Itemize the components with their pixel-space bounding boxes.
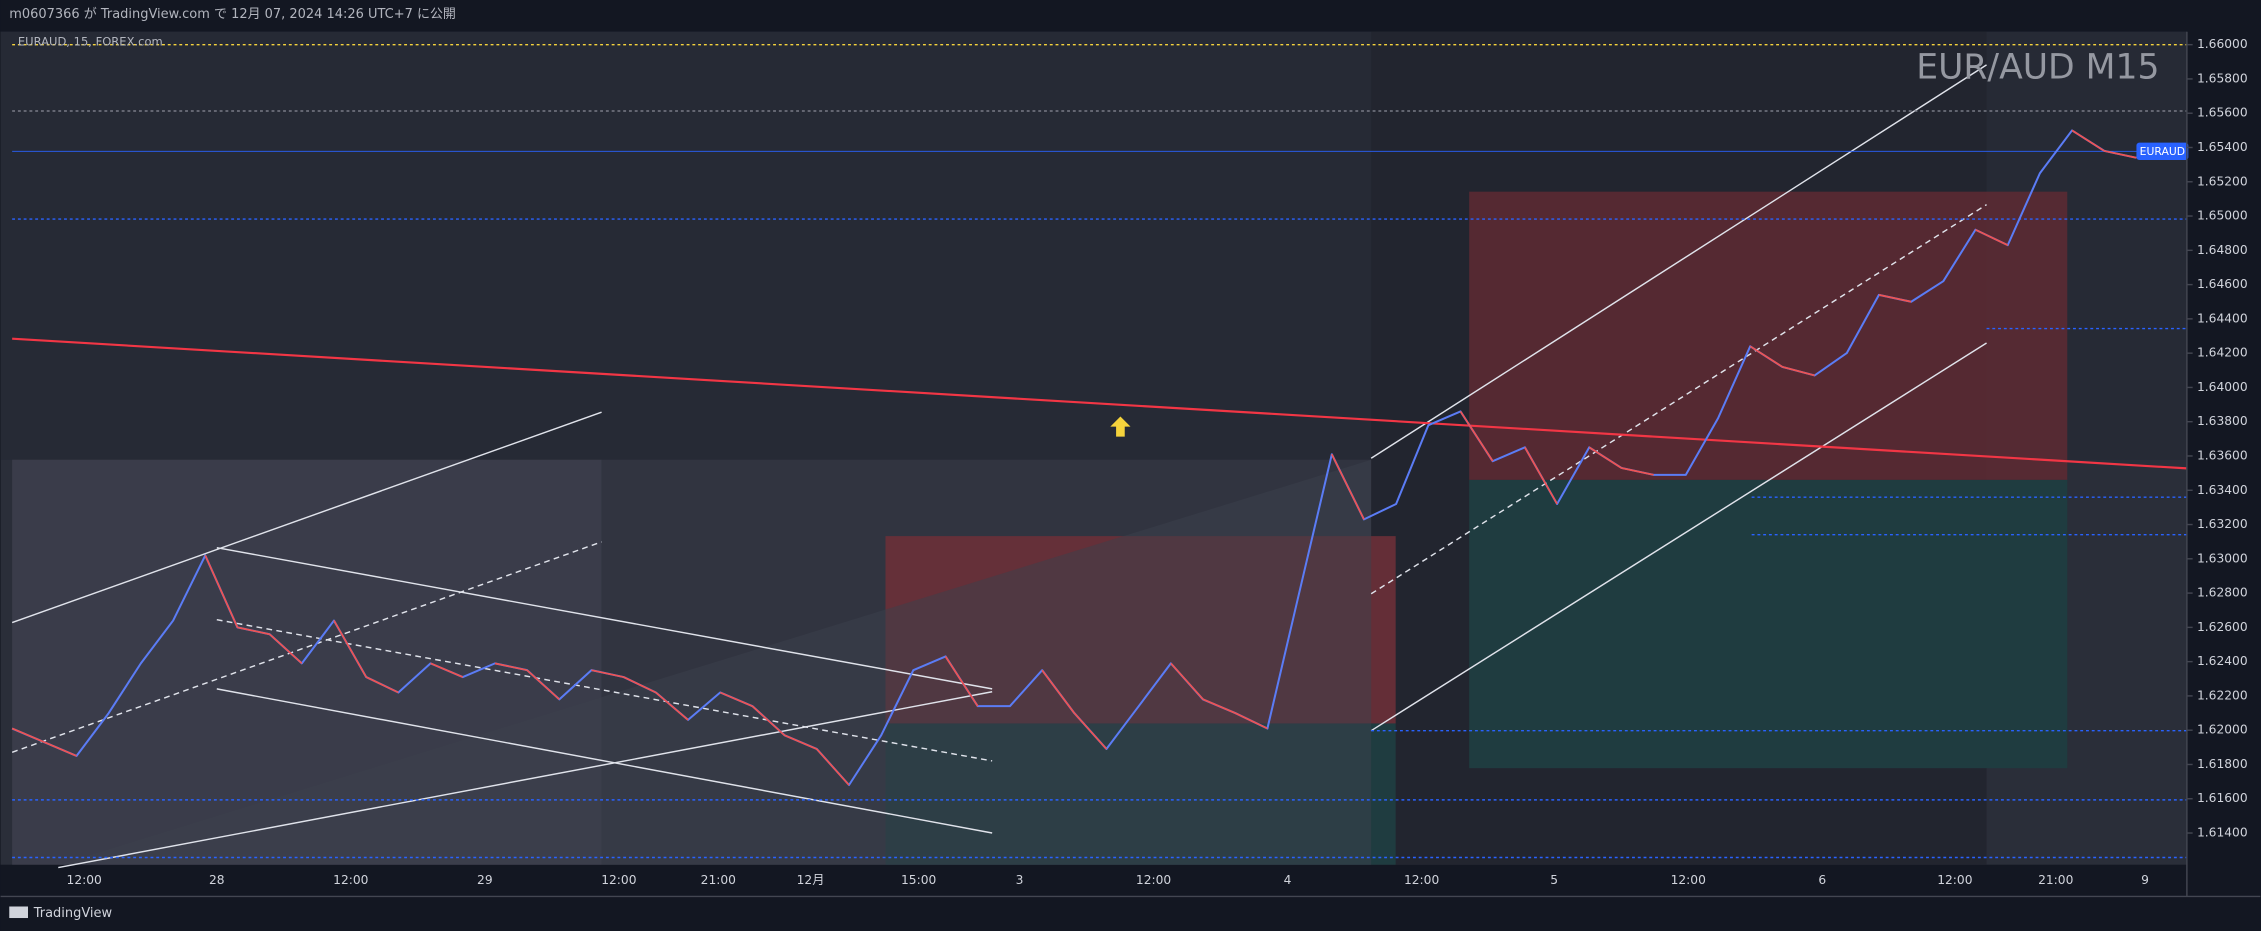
x-tick-label: 12:00 xyxy=(1671,873,1706,887)
candle-down xyxy=(1234,712,1268,730)
x-tick-label: 4 xyxy=(1284,873,1292,887)
x-tick-label: 12:00 xyxy=(1136,873,1171,887)
x-tick-label: 6 xyxy=(1818,873,1826,887)
y-tick-label: 1.61600 xyxy=(2197,791,2248,805)
trend-line xyxy=(12,337,2187,470)
y-tick-label: 1.63400 xyxy=(2197,483,2248,497)
y-tick-label: 1.62200 xyxy=(2197,688,2248,702)
candle-down xyxy=(269,633,303,664)
candle-down xyxy=(526,669,560,700)
y-tick-label: 1.63200 xyxy=(2197,517,2248,531)
candle-down xyxy=(11,727,45,743)
candle-down xyxy=(430,662,464,678)
x-tick-label: 9 xyxy=(2141,873,2149,887)
arrow xyxy=(1110,416,1131,437)
candle-down xyxy=(333,620,367,678)
x-tick-label: 12:00 xyxy=(1404,873,1439,887)
y-tick-label: 1.64600 xyxy=(2197,277,2248,291)
candle-down xyxy=(816,748,850,786)
y-tick-label: 1.64400 xyxy=(2197,311,2248,325)
y-tick-label: 1.65200 xyxy=(2197,174,2248,188)
y-tick-label: 1.65400 xyxy=(2197,140,2248,154)
target-zone xyxy=(1469,479,2068,769)
candle-down xyxy=(1202,698,1236,714)
footer-brand: TradingView xyxy=(33,906,113,921)
candle-down xyxy=(1524,446,1558,505)
x-tick-label: 12:00 xyxy=(601,873,636,887)
y-tick-label: 1.63800 xyxy=(2197,414,2248,428)
x-tick-label: 28 xyxy=(209,873,225,887)
candle-down xyxy=(2071,129,2105,152)
y-tick-label: 1.64200 xyxy=(2197,346,2248,360)
x-tick-label: 15:00 xyxy=(901,873,936,887)
y-tick-label: 1.62600 xyxy=(2197,620,2248,634)
x-tick-label: 21:00 xyxy=(2038,873,2073,887)
y-tick-label: 1.62400 xyxy=(2197,654,2248,668)
candle-down xyxy=(2104,150,2137,159)
candle-down xyxy=(1331,453,1365,520)
candle-down xyxy=(944,656,979,707)
candle-down xyxy=(1170,662,1204,700)
candle-down xyxy=(1782,366,1815,377)
x-tick-label: 12:00 xyxy=(1937,873,1972,887)
y-tick-label: 1.61400 xyxy=(2197,826,2248,840)
x-tick-label: 5 xyxy=(1550,873,1558,887)
candle-down xyxy=(1975,228,2009,246)
candle-down xyxy=(365,676,399,694)
watermark: EUR/AUD M15 xyxy=(1916,48,2159,88)
candle-down xyxy=(43,741,77,757)
x-tick-label: 12:00 xyxy=(67,873,102,887)
candle-down xyxy=(623,676,657,694)
y-tick-label: 1.62800 xyxy=(2197,586,2248,600)
y-tick-label: 1.65000 xyxy=(2197,209,2248,223)
candle-down xyxy=(204,555,239,628)
candle-down xyxy=(784,734,818,750)
candle-down xyxy=(1459,410,1494,462)
candle-down xyxy=(1041,669,1075,714)
x-tick-label: 12月 xyxy=(797,873,825,887)
candle-down xyxy=(591,669,624,678)
y-tick-label: 1.64000 xyxy=(2197,380,2248,394)
y-tick-label: 1.65800 xyxy=(2197,71,2248,85)
candle-down xyxy=(751,705,786,736)
y-tick-label: 1.62000 xyxy=(2197,723,2248,737)
x-tick-label: 12:00 xyxy=(333,873,368,887)
candle-down xyxy=(1878,294,1912,303)
x-tick-label: 21:00 xyxy=(701,873,736,887)
y-tick-label: 1.63600 xyxy=(2197,448,2248,462)
y-tick-label: 1.66000 xyxy=(2197,37,2248,51)
candle-down xyxy=(719,691,753,707)
candle-down xyxy=(237,626,270,636)
y-tick-label: 1.64800 xyxy=(2197,243,2248,257)
logo xyxy=(9,906,28,919)
y-tick-label: 1.63000 xyxy=(2197,551,2248,565)
levels xyxy=(12,43,2187,859)
channels xyxy=(11,64,1987,869)
symbol-label: EURAUD, 15, FOREX.com xyxy=(18,34,163,48)
price-tag-bg xyxy=(2136,142,2189,160)
candle-down xyxy=(1621,467,1654,476)
price-tag: EURAUD xyxy=(2140,145,2185,158)
candle-down xyxy=(1073,712,1108,750)
candle-down xyxy=(1588,446,1622,469)
candle-down xyxy=(1749,345,1783,368)
header-text: m0607366 が TradingView.com で 12月 07, 202… xyxy=(9,7,456,22)
x-tick-label: 29 xyxy=(477,873,493,887)
candle-down xyxy=(494,662,528,672)
y-tick-label: 1.61800 xyxy=(2197,757,2248,771)
x-tick-label: 3 xyxy=(1016,873,1024,887)
y-tick-label: 1.65600 xyxy=(2197,106,2248,120)
candle-down xyxy=(655,691,689,721)
stop-zone xyxy=(1469,191,2068,480)
